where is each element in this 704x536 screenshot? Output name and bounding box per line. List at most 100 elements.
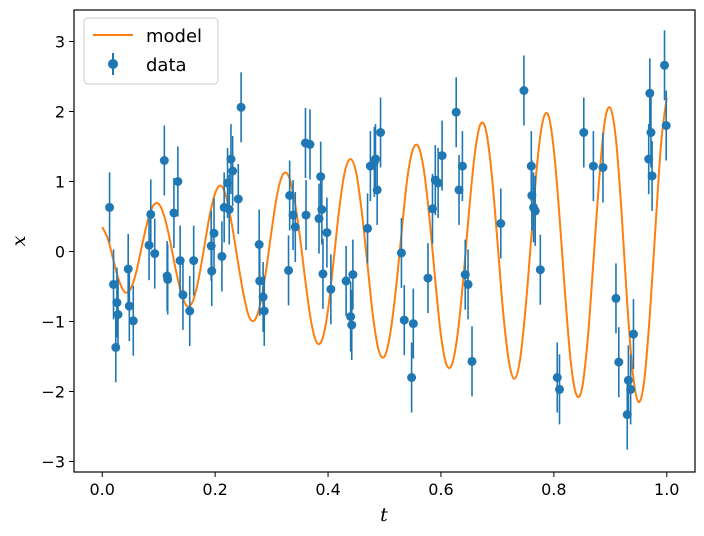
y-tick-label: −2 <box>41 383 65 402</box>
data-point <box>223 178 233 188</box>
legend-model-label: model <box>146 26 202 47</box>
model-line <box>101 97 668 404</box>
data-point <box>552 373 562 382</box>
legend: model data <box>83 17 219 85</box>
data-point <box>370 154 380 164</box>
data-point <box>626 384 636 394</box>
data-point <box>408 319 418 329</box>
data-point <box>123 264 133 274</box>
data-point <box>111 342 121 352</box>
data-point <box>105 202 115 212</box>
y-tick-label: 0 <box>55 243 65 262</box>
y-tick-label: −1 <box>41 313 65 332</box>
data-point <box>341 276 351 286</box>
y-tick-label: 3 <box>55 33 65 52</box>
data-point <box>159 156 169 165</box>
data-point <box>317 205 327 214</box>
data-point <box>305 139 315 149</box>
data-point <box>255 276 265 286</box>
data-point <box>661 121 671 130</box>
data-point <box>285 191 295 200</box>
legend-data-marker <box>108 59 118 69</box>
data-point <box>284 265 294 275</box>
data-point <box>173 177 183 186</box>
data-point <box>150 249 160 259</box>
y-tick-label: −3 <box>41 453 65 472</box>
data-point <box>646 128 656 137</box>
data-point <box>144 240 154 250</box>
data-point <box>496 219 506 228</box>
data-point <box>611 293 621 303</box>
data-point <box>588 161 598 171</box>
data-point <box>437 151 447 161</box>
data-point <box>535 265 545 275</box>
data-point <box>290 222 300 232</box>
y-tick-label: 2 <box>55 103 65 122</box>
data-point <box>423 273 433 283</box>
data-point <box>226 154 236 164</box>
x-tick-label: 0.4 <box>315 480 340 499</box>
data-point <box>647 171 657 181</box>
data-point <box>623 375 633 385</box>
data-point <box>206 241 216 251</box>
data-point <box>185 306 195 316</box>
data-point <box>224 205 234 214</box>
data-point <box>146 209 156 219</box>
data-point <box>109 279 119 289</box>
data-point <box>407 373 417 382</box>
data-point <box>396 248 406 258</box>
x-tick-label: 1.0 <box>654 480 679 499</box>
data-point <box>347 320 357 330</box>
data-point <box>326 284 336 294</box>
data-point <box>228 166 238 176</box>
data-point <box>555 384 565 394</box>
data-point <box>614 357 624 367</box>
data-point <box>128 316 138 326</box>
data-point <box>457 161 467 171</box>
x-tick-label: 0.0 <box>90 480 115 499</box>
data-point <box>530 206 540 216</box>
data-point <box>467 356 477 366</box>
data-point <box>463 279 473 289</box>
x-axis-label: t <box>380 504 388 526</box>
data-point <box>346 312 356 322</box>
data-point <box>301 210 311 220</box>
data-point <box>209 228 219 238</box>
data-point <box>660 60 670 70</box>
data-point <box>124 301 134 311</box>
plot-frame <box>73 9 696 473</box>
data-point <box>376 128 386 137</box>
data-point <box>527 191 537 200</box>
data-point <box>113 310 123 319</box>
data-point <box>372 185 382 195</box>
data-point <box>628 329 638 339</box>
data-point <box>236 102 246 112</box>
data-point <box>318 269 328 279</box>
legend-data-label: data <box>146 55 187 76</box>
data-point <box>519 86 529 95</box>
y-axis-label: x <box>8 235 30 246</box>
data-point <box>288 210 298 220</box>
data-point <box>217 251 227 261</box>
data-point <box>169 208 179 218</box>
data-point <box>258 292 268 302</box>
data-point <box>254 240 264 249</box>
data-point <box>526 161 536 171</box>
data-point <box>598 163 608 172</box>
data-point <box>207 266 217 276</box>
data-point <box>259 306 269 316</box>
data-point <box>363 223 373 233</box>
data-point <box>112 298 122 308</box>
data-point <box>451 107 461 117</box>
data-point <box>399 315 409 325</box>
data-point <box>233 194 243 204</box>
x-tick-label: 0.8 <box>541 480 566 499</box>
x-tick-label: 0.6 <box>428 480 453 499</box>
data-point <box>433 178 443 188</box>
data-point <box>579 128 589 137</box>
data-point <box>163 275 173 284</box>
data-point <box>454 185 464 195</box>
y-tick-label: 1 <box>55 173 65 192</box>
data-point <box>189 256 199 266</box>
